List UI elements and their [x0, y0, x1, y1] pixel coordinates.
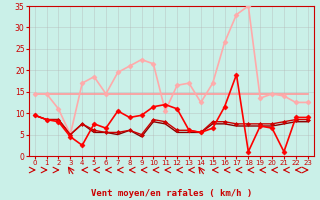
Text: Vent moyen/en rafales ( km/h ): Vent moyen/en rafales ( km/h )	[91, 189, 252, 198]
